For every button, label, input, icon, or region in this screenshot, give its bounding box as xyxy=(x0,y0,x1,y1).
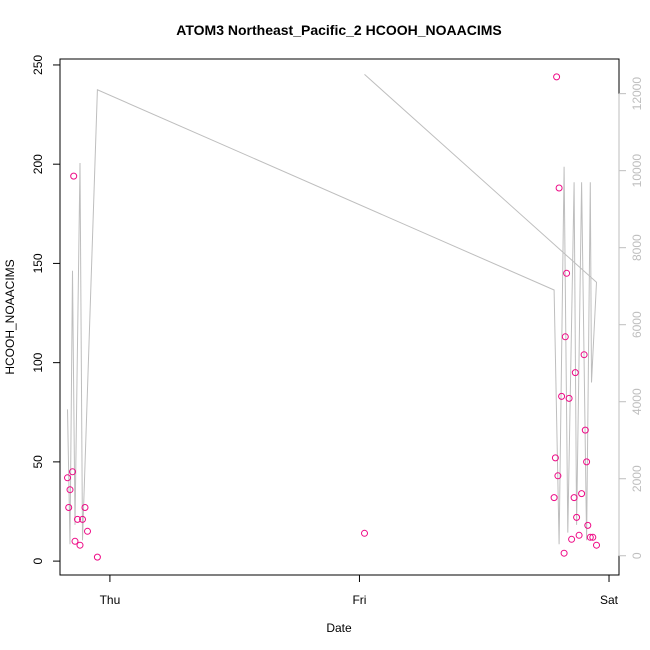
data-point xyxy=(555,184,563,192)
y-tick-label: 100 xyxy=(31,352,45,372)
y2-tick-label: 10000 xyxy=(630,154,644,188)
data-point xyxy=(553,73,561,81)
x-tick-label: Fri xyxy=(352,593,366,607)
data-point xyxy=(561,333,569,341)
y-tick-label: 50 xyxy=(31,455,45,469)
data-point xyxy=(76,541,84,549)
data-point xyxy=(563,269,571,277)
series-line xyxy=(67,74,598,545)
data-point xyxy=(583,458,591,466)
data-point xyxy=(66,486,74,494)
data-point xyxy=(568,535,576,543)
chart-title: ATOM3 Northeast_Pacific_2 HCOOH_NOAACIMS xyxy=(176,22,501,38)
y2-tick-label: 2000 xyxy=(630,465,644,492)
data-point xyxy=(84,527,91,535)
x-tick-label: Thu xyxy=(100,593,121,607)
data-point xyxy=(581,426,589,434)
y2-tick-label: 6000 xyxy=(630,311,644,338)
left-axis: 0 50 100 150 200 250 xyxy=(31,55,61,564)
data-point xyxy=(580,351,588,359)
data-point xyxy=(570,494,578,502)
y2-tick-label: 8000 xyxy=(630,234,644,261)
y-tick-label: 150 xyxy=(31,253,45,273)
data-point xyxy=(571,369,579,377)
x-axis-label: Date xyxy=(326,621,352,635)
data-point xyxy=(79,515,86,523)
data-point xyxy=(81,504,89,511)
secondary-series-line xyxy=(67,74,598,545)
data-point xyxy=(558,392,566,400)
data-point xyxy=(550,494,558,502)
data-point xyxy=(361,529,368,537)
data-point xyxy=(575,531,583,539)
y-tick-label: 0 xyxy=(31,557,45,564)
data-point xyxy=(70,172,78,180)
data-point xyxy=(551,454,559,462)
data-point xyxy=(64,474,71,482)
data-points xyxy=(64,73,600,561)
data-point xyxy=(565,394,573,402)
data-point xyxy=(65,504,73,511)
y-tick-label: 200 xyxy=(31,154,45,174)
data-point xyxy=(589,533,597,541)
y2-tick-label: 0 xyxy=(630,552,644,559)
plot-frame xyxy=(59,58,620,576)
data-point xyxy=(584,521,592,529)
right-axis: 0 2000 4000 6000 8000 10000 12000 xyxy=(618,77,644,559)
y2-tick-label: 12000 xyxy=(630,77,644,111)
data-point xyxy=(573,513,581,521)
data-point xyxy=(93,553,101,561)
data-point xyxy=(554,472,562,480)
data-point xyxy=(71,537,79,545)
data-point xyxy=(578,490,586,498)
y2-tick-label: 4000 xyxy=(630,388,644,415)
y-tick-label: 250 xyxy=(31,55,45,75)
data-point xyxy=(69,468,76,476)
data-point xyxy=(586,533,594,541)
data-point xyxy=(560,549,568,557)
y-axis-label: HCOOH_NOAACIMS xyxy=(3,259,17,374)
x-tick-label: Sat xyxy=(600,593,619,607)
data-point xyxy=(74,515,81,523)
bottom-axis: Thu Fri Sat xyxy=(100,574,619,607)
data-point xyxy=(593,541,600,549)
